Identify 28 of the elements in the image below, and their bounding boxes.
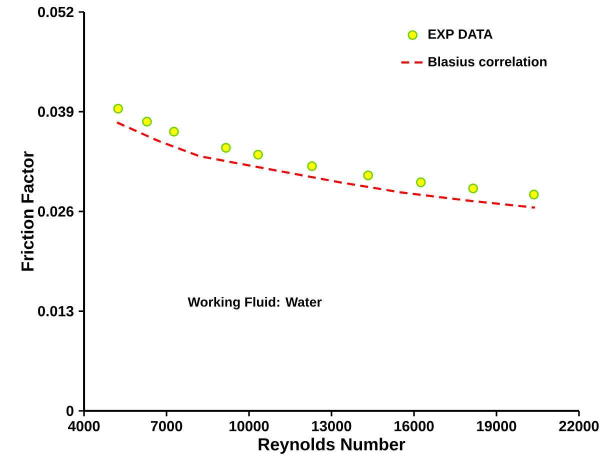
point <box>221 142 231 153</box>
point <box>253 150 264 160</box>
point <box>416 177 426 188</box>
point <box>307 161 317 172</box>
point <box>528 190 539 200</box>
legend-label: Blasius correlation <box>428 56 546 66</box>
x-tick-label: 10000 <box>230 420 269 432</box>
line-series <box>116 121 536 209</box>
point <box>169 126 179 137</box>
point <box>142 116 152 127</box>
legend-label: EXP DATA <box>428 30 493 39</box>
y-tick-label: 0 <box>66 406 74 416</box>
x-tick-label: 4000 <box>68 420 100 432</box>
y-tick-label: 0.039 <box>38 106 74 117</box>
point <box>113 104 124 114</box>
x-tick-label: 13000 <box>312 420 352 432</box>
x-tick-label: 16000 <box>394 420 434 432</box>
x-axis-title: Reynolds Number <box>258 438 406 454</box>
y-tick-label: 0.052 <box>38 6 74 18</box>
point <box>363 170 374 180</box>
x-tick-label: 7000 <box>150 420 182 432</box>
y-axis-title: Friction Factor <box>20 151 34 271</box>
x-tick-label: 19000 <box>477 420 516 432</box>
y-tick-label: 0.013 <box>38 306 74 316</box>
x-tick-label: 22000 <box>559 420 599 432</box>
point <box>468 184 478 194</box>
annotation: Working Fluid: Water <box>188 297 322 310</box>
y-tick-label: 0.026 <box>38 206 74 217</box>
